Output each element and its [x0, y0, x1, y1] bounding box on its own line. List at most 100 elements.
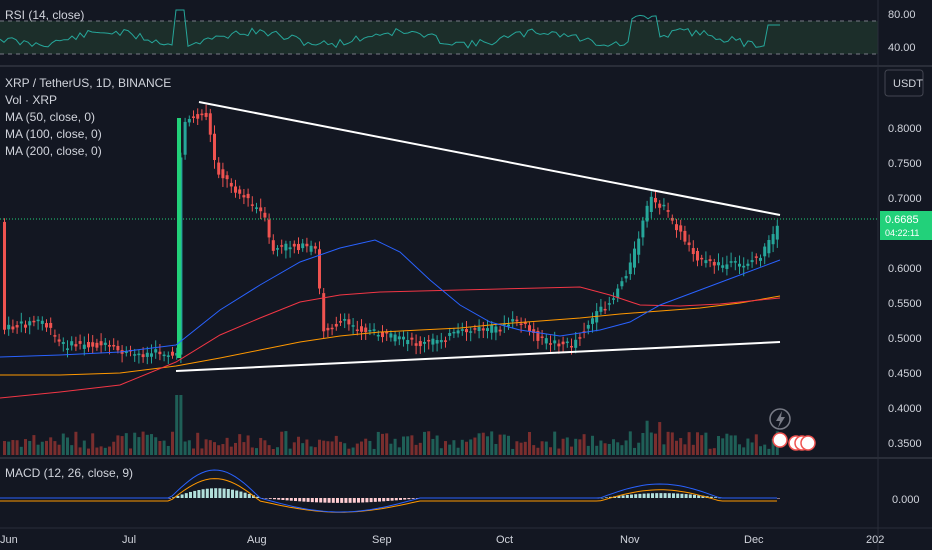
candle-body	[725, 264, 729, 269]
volume-bar	[717, 436, 720, 455]
volume-bar	[649, 432, 653, 455]
volume-bar	[767, 448, 771, 455]
volume-bar	[318, 439, 321, 455]
macd-histogram-bar	[268, 498, 272, 499]
macd-histogram-bar	[714, 497, 717, 498]
candle-body	[712, 262, 716, 266]
volume-bar	[696, 432, 699, 455]
volume-bar	[179, 395, 183, 455]
volume-bar	[225, 437, 229, 455]
candle-body	[355, 329, 359, 331]
price-tick: 0.7000	[888, 193, 922, 205]
volume-bar	[561, 438, 565, 455]
us-flag-icon[interactable]	[800, 435, 816, 451]
volume-bar	[3, 441, 6, 455]
candle-body	[473, 328, 477, 330]
candle-body	[717, 262, 720, 266]
candle-body	[175, 353, 179, 356]
candle-body	[271, 240, 275, 251]
volume-bar	[217, 445, 221, 455]
indicator-label-ma100[interactable]: MA (100, close, 0)	[5, 127, 102, 141]
currency-button[interactable]	[884, 69, 924, 97]
candle-body	[334, 323, 338, 327]
candle-body	[603, 308, 607, 311]
volume-bar	[53, 441, 57, 455]
volume-bar	[595, 445, 599, 455]
candle-body	[624, 275, 628, 279]
volume-bar	[330, 441, 334, 455]
upper-trendline[interactable]	[198, 101, 781, 216]
lightning-icon-glyph	[776, 411, 785, 428]
volume-bar	[381, 433, 384, 455]
volume-bar	[473, 437, 477, 455]
rsi-line	[0, 9, 780, 49]
indicator-label-volume[interactable]: Vol · XRP	[5, 93, 57, 107]
candle-body	[322, 293, 326, 332]
volume-bar	[385, 433, 389, 455]
volume-bar	[200, 448, 204, 455]
volume-bar	[276, 447, 279, 455]
macd-histogram-bar	[331, 498, 335, 503]
volume-bar	[549, 447, 552, 455]
volume-bar	[725, 433, 729, 455]
volume-bar	[620, 445, 624, 455]
volume-bar	[586, 445, 590, 455]
volume-bar	[61, 433, 65, 455]
symbol-title[interactable]: XRP / TetherUS, 1D, BINANCE	[5, 76, 171, 90]
time-tick: 202	[866, 534, 884, 546]
candle-body	[435, 340, 439, 344]
us-flag-icon[interactable]	[772, 432, 788, 448]
volume-bar	[112, 441, 116, 455]
volume-bar	[435, 435, 439, 455]
candle-body	[490, 324, 494, 333]
volume-bar	[204, 439, 208, 455]
macd-histogram-bar	[231, 489, 234, 498]
time-axis[interactable]: Jun Jul Aug Sep Oct Nov Dec 202	[0, 534, 884, 546]
candle-body	[137, 353, 141, 356]
candle-body	[418, 341, 422, 347]
time-tick: Aug	[247, 534, 267, 546]
candle-body	[561, 341, 565, 345]
volume-bar	[570, 446, 573, 455]
volume-bar	[591, 435, 594, 455]
candle-body	[99, 341, 103, 346]
volume-bar	[360, 441, 363, 455]
macd-histogram-bar	[306, 498, 310, 502]
volume-bar	[511, 448, 515, 455]
candle-body	[70, 341, 74, 346]
breakout-candle	[177, 118, 181, 358]
candle-body	[460, 329, 464, 331]
volume-bar	[166, 445, 170, 455]
macd-histogram-bar	[344, 498, 348, 503]
volume-bar	[490, 431, 494, 455]
volume-bar	[759, 446, 762, 455]
candle-body	[187, 118, 191, 123]
macd-tick: 0.000	[892, 494, 920, 506]
candle-body	[633, 248, 636, 268]
macd-histogram-bar	[357, 498, 360, 503]
indicator-label-ma200[interactable]: MA (200, close, 0)	[5, 144, 102, 158]
candle-body	[217, 162, 221, 175]
candle-body	[313, 246, 317, 249]
candle-body	[427, 339, 431, 342]
candle-body	[95, 342, 99, 348]
volume-bar	[691, 444, 695, 455]
volume-bar	[133, 432, 137, 455]
events-group[interactable]	[769, 408, 816, 451]
macd-histogram-bar	[646, 493, 650, 498]
candle-body	[381, 331, 384, 338]
macd-histogram-bar	[239, 491, 243, 498]
macd-histogram-bar	[256, 496, 260, 498]
candle-body	[376, 334, 380, 337]
candle-body	[360, 326, 363, 332]
lower-trendline[interactable]	[175, 341, 781, 372]
volume-bar	[658, 422, 662, 455]
indicator-label-ma50[interactable]: MA (50, close, 0)	[5, 110, 95, 124]
macd-histogram-bar	[382, 498, 386, 502]
candle-body	[200, 113, 204, 116]
candle-body	[616, 288, 620, 298]
candle-body	[721, 265, 725, 268]
candle-body	[28, 321, 32, 326]
price-axis[interactable]: 80.00 40.00 USDT 0.8000 0.7500 0.7000 0.…	[880, 9, 932, 506]
